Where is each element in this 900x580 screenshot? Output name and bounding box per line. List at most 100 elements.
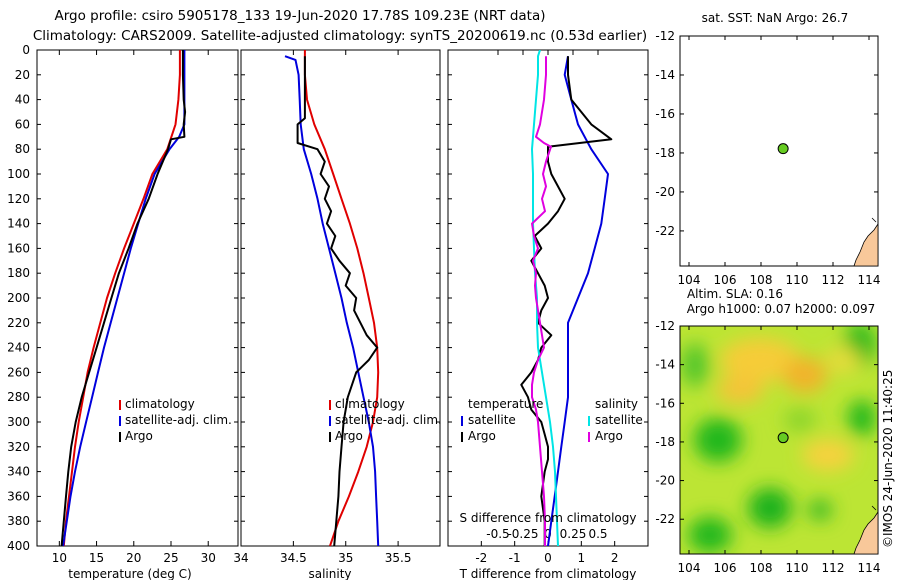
series-layer: [284, 50, 380, 546]
depth-tick-label: 320: [7, 440, 30, 454]
depth-tick-label: 160: [7, 241, 30, 255]
map-x-tick-label: 106: [714, 561, 737, 575]
s-tick-label: 0.25: [560, 527, 587, 541]
map-y-tick-label: -12: [655, 319, 675, 333]
temperature-legend: climatology satellite-adj. clim. Argo: [119, 397, 232, 443]
salinity-xlabel: salinity: [308, 567, 351, 580]
depth-tick-label: 280: [7, 390, 30, 404]
coastline: [853, 510, 879, 555]
map-y-tick-label: -12: [655, 29, 675, 43]
depth-tick-label: 240: [7, 341, 30, 355]
sla-blob: [808, 500, 832, 520]
x-tick-label: 2: [611, 551, 619, 565]
series-line-satellite-adj-clim-: [62, 50, 186, 546]
temperature-xlabel: temperature (deg C): [68, 567, 191, 580]
depth-tick-label: 140: [7, 217, 30, 231]
sla-blob: [825, 346, 861, 374]
s-tick-label: -0.25: [507, 527, 538, 541]
legend-title-salinity: salinity: [595, 397, 638, 411]
x-tick-label: 0: [544, 551, 552, 565]
x-tick-label: 10: [52, 551, 67, 565]
coastline: [853, 222, 879, 267]
sla-blob: [694, 418, 742, 462]
depth-tick-label: 260: [7, 365, 30, 379]
depth-tick-label: 400: [7, 539, 30, 553]
map-y-tick-label: -22: [655, 512, 675, 526]
x-tick-label: 1: [578, 551, 586, 565]
sla-field: [680, 326, 878, 554]
depth-tick-label: 100: [7, 167, 30, 181]
s-tick-label: -0.5: [486, 527, 509, 541]
legend-label-argo: Argo: [125, 429, 153, 443]
map-y-tick-label: -20: [655, 474, 675, 488]
depth-tick-label: 80: [15, 142, 30, 156]
sla-blob: [802, 439, 854, 471]
imos-credit: ©IMOS 24-Jun-2020 11:40:25: [881, 370, 895, 548]
difference-plot: -2 -1 0 1 2 -0.5-0.25 0 0.25 0.5: [475, 50, 618, 565]
depth-tick-label: 0: [22, 43, 30, 57]
series-line-argo: [60, 50, 187, 546]
map-y-tick-label: -22: [655, 224, 675, 238]
salinity-plot: 34 34.5 35 35.5: [233, 50, 411, 565]
sla-map: 104 106 108 110 112 114 -12 -14 -16 -18 -20 -22: [655, 319, 880, 575]
map-y-tick-label: -14: [655, 358, 675, 372]
legend-label-s-satellite: satellite: [595, 413, 643, 427]
sla-blob: [748, 488, 792, 528]
x-tick-label: -2: [475, 551, 487, 565]
legend-label-satellite: satellite-adj. clim.: [335, 413, 442, 427]
sla-blob: [848, 400, 876, 436]
legend-label-t-satellite: satellite: [468, 413, 516, 427]
x-tick-label: 34: [233, 551, 248, 565]
difference-legend: temperature satellite Argo salinity sate…: [461, 397, 643, 443]
map-x-tick-label: 108: [750, 561, 773, 575]
coastline: [871, 217, 877, 223]
depth-tick-label: 380: [7, 514, 30, 528]
map-y-tick-label: -18: [655, 435, 675, 449]
sla-blob: [720, 338, 800, 382]
s-tick-label: 0.5: [588, 527, 607, 541]
coastline: [871, 505, 877, 511]
legend-label-s-argo: Argo: [595, 429, 623, 443]
depth-tick-label: 220: [7, 316, 30, 330]
series-line-climatology: [303, 50, 380, 546]
s-tick-label: 0: [544, 527, 552, 541]
figure-title-line1: Argo profile: csiro 5905178_133 19-Jun-2…: [54, 8, 545, 24]
salinity-legend: climatology satellite-adj. clim. Argo: [329, 397, 442, 443]
depth-tick-label: 360: [7, 489, 30, 503]
salinity-panel-frame: [240, 49, 441, 547]
map-x-tick-label: 114: [858, 561, 881, 575]
legend-label-argo: Argo: [335, 429, 363, 443]
sla-blob: [681, 343, 709, 387]
map-x-tick-label: 104: [678, 561, 701, 575]
s-difference-label: S difference from climatology: [460, 511, 637, 525]
depth-tick-label: 20: [15, 68, 30, 82]
argo-float-marker: [777, 432, 789, 444]
figure-title-line2: Climatology: CARS2009. Satellite-adjuste…: [33, 28, 647, 44]
depth-tick-label: 60: [15, 117, 30, 131]
legend-label-satellite: satellite-adj. clim.: [125, 413, 232, 427]
legend-label-t-argo: Argo: [468, 429, 496, 443]
legend-label-climatology: climatology: [335, 397, 405, 411]
depth-axis: 0 20 40 60 80 100 120 140 160 180 200 220 240 260 280 3…: [7, 43, 648, 553]
map-x-tick-label: 106: [714, 273, 737, 287]
sla-blob: [716, 376, 764, 404]
sla-anomaly-blobs: [681, 326, 876, 553]
map-y-tick-label: -16: [655, 107, 675, 121]
x-tick-label: 15: [89, 551, 104, 565]
temperature-plot: 10 15 20 25 30: [52, 50, 216, 565]
series-line-climatology: [62, 50, 181, 546]
map-x-tick-label: 110: [786, 561, 809, 575]
sla-blob: [784, 408, 816, 432]
legend-label-climatology: climatology: [125, 397, 195, 411]
series-line-argo: [296, 56, 379, 546]
legend-title-temperature: temperature: [468, 397, 543, 411]
map-y-tick-label: -20: [655, 185, 675, 199]
x-tick-label: 35: [338, 551, 353, 565]
map-y-tick-label: -14: [655, 68, 675, 82]
depth-tick-label: 340: [7, 465, 30, 479]
depth-tick-label: 40: [15, 93, 30, 107]
depth-tick-label: 300: [7, 415, 30, 429]
map-y-tick-label: -16: [655, 396, 675, 410]
depth-tick-label: 200: [7, 291, 30, 305]
depth-tick-label: 180: [7, 266, 30, 280]
